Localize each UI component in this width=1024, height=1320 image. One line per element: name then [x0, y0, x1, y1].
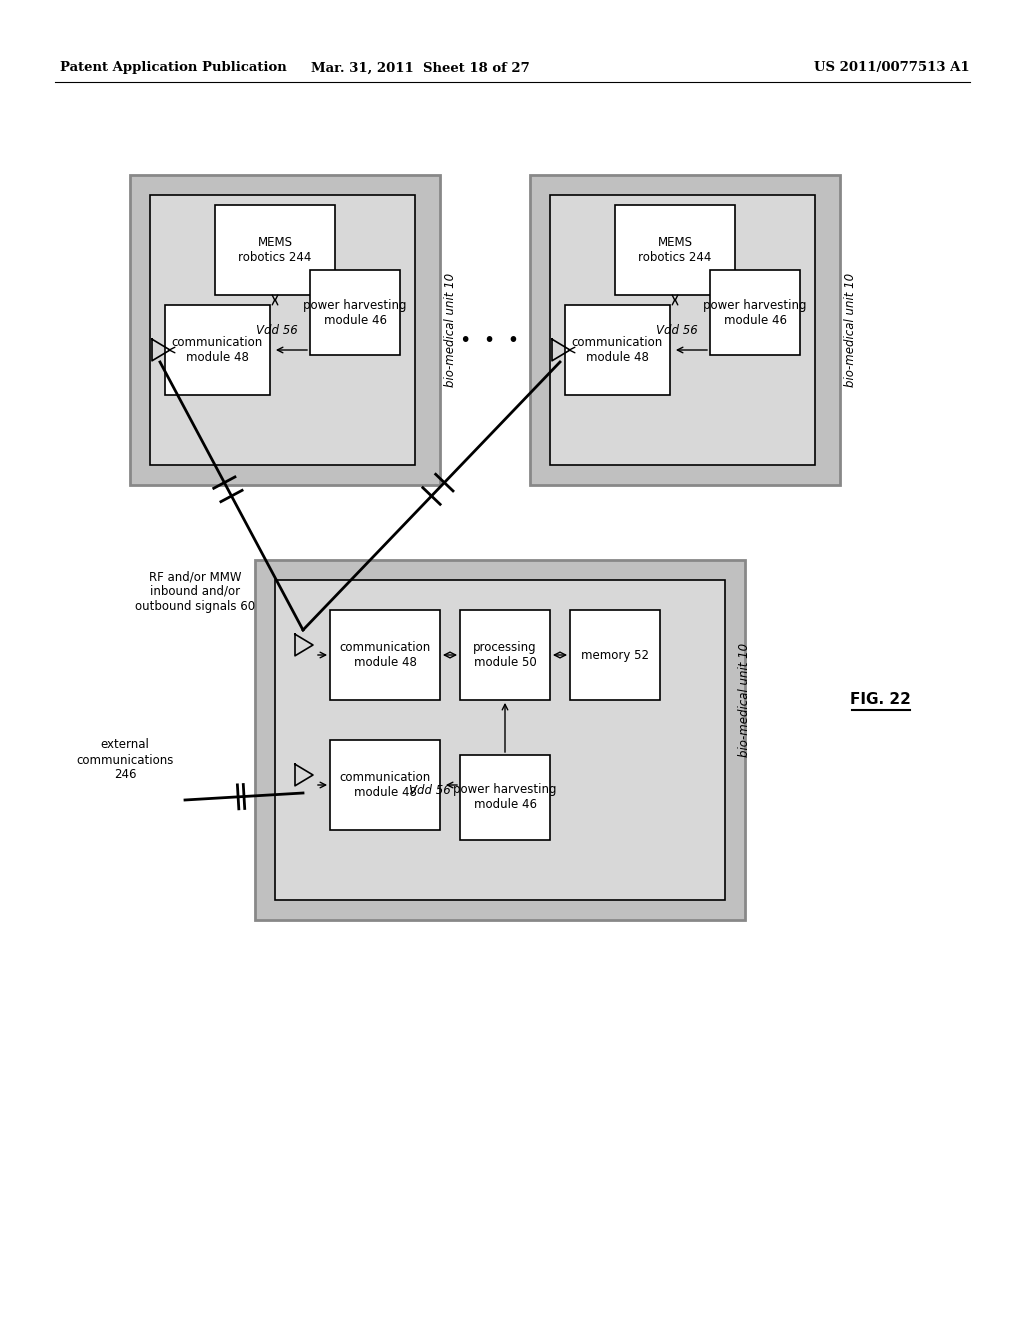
Text: •  •  •: • • •	[461, 330, 519, 350]
Bar	[275, 579, 725, 900]
Bar	[150, 195, 415, 465]
Text: RF and/or MMW
inbound and/or
outbound signals 60: RF and/or MMW inbound and/or outbound si…	[135, 570, 255, 612]
Text: power harvesting
module 46: power harvesting module 46	[303, 298, 407, 326]
Text: Vdd 56: Vdd 56	[410, 784, 451, 796]
Text: US 2011/0077513 A1: US 2011/0077513 A1	[814, 62, 970, 74]
Text: processing
module 50: processing module 50	[473, 642, 537, 669]
Text: Vdd 56: Vdd 56	[256, 325, 298, 338]
Text: MEMS
robotics 244: MEMS robotics 244	[638, 236, 712, 264]
Bar	[565, 305, 670, 395]
Text: memory 52: memory 52	[581, 648, 649, 661]
Bar	[255, 560, 745, 920]
Text: communication
module 48: communication module 48	[339, 642, 431, 669]
Text: power harvesting
module 46: power harvesting module 46	[703, 298, 807, 326]
Text: bio-medical unit 10: bio-medical unit 10	[738, 643, 752, 758]
Bar	[215, 205, 335, 294]
Bar	[130, 176, 440, 484]
Bar	[330, 610, 440, 700]
Text: communication
module 48: communication module 48	[571, 337, 664, 364]
Text: FIG. 22: FIG. 22	[850, 693, 910, 708]
Text: Vdd 56: Vdd 56	[656, 325, 698, 338]
Bar	[165, 305, 270, 395]
Bar	[550, 195, 815, 465]
Bar	[570, 610, 660, 700]
Bar	[710, 271, 800, 355]
Text: Patent Application Publication: Patent Application Publication	[60, 62, 287, 74]
Text: external
communications
246: external communications 246	[77, 738, 174, 781]
Text: power harvesting
module 46: power harvesting module 46	[454, 784, 557, 812]
Bar	[615, 205, 735, 294]
Bar	[460, 610, 550, 700]
Text: MEMS
robotics 244: MEMS robotics 244	[239, 236, 311, 264]
Bar	[460, 755, 550, 840]
Bar	[310, 271, 400, 355]
Bar	[530, 176, 840, 484]
Text: communication
module 48: communication module 48	[339, 771, 431, 799]
Text: Mar. 31, 2011  Sheet 18 of 27: Mar. 31, 2011 Sheet 18 of 27	[310, 62, 529, 74]
Bar	[330, 741, 440, 830]
Text: communication
module 48: communication module 48	[172, 337, 263, 364]
Text: bio-medical unit 10: bio-medical unit 10	[844, 273, 856, 387]
Text: bio-medical unit 10: bio-medical unit 10	[443, 273, 457, 387]
